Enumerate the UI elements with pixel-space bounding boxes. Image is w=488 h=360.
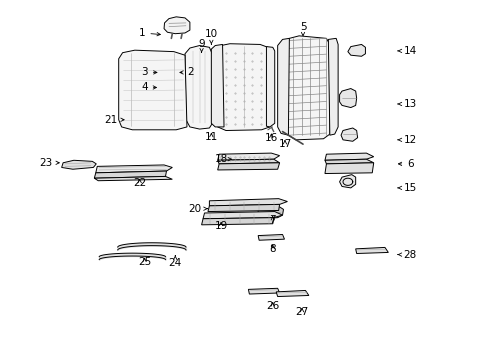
Polygon shape [258,234,284,240]
Text: 2: 2 [180,67,194,77]
Polygon shape [201,218,273,225]
Polygon shape [61,160,96,169]
Text: 18: 18 [214,154,231,164]
Text: 23: 23 [39,158,59,168]
Polygon shape [258,207,283,219]
Text: 15: 15 [397,183,416,193]
Text: 27: 27 [295,307,308,317]
Text: 12: 12 [397,135,416,145]
Text: 1: 1 [139,28,160,38]
Text: 8: 8 [269,244,276,254]
Text: 10: 10 [204,29,218,44]
Polygon shape [203,212,282,219]
Text: 14: 14 [397,46,416,56]
Text: 4: 4 [141,82,156,93]
Polygon shape [248,288,279,294]
Polygon shape [217,163,279,170]
Polygon shape [163,17,189,34]
Polygon shape [119,50,186,130]
Text: 5: 5 [299,22,305,36]
Polygon shape [340,128,357,141]
Text: 25: 25 [138,257,151,267]
Polygon shape [184,45,212,129]
Polygon shape [94,176,172,181]
Text: 11: 11 [204,132,218,142]
Text: 26: 26 [265,301,279,311]
Text: 24: 24 [168,255,182,268]
Polygon shape [216,44,269,131]
Polygon shape [325,153,373,160]
Polygon shape [217,159,279,164]
Text: 16: 16 [264,133,277,143]
Polygon shape [209,199,287,206]
Polygon shape [347,44,365,56]
Polygon shape [266,46,274,127]
Polygon shape [339,89,356,108]
Text: 21: 21 [103,115,124,125]
Text: 17: 17 [278,139,291,149]
Polygon shape [325,163,373,174]
Polygon shape [94,171,166,178]
Polygon shape [285,36,329,140]
Polygon shape [217,153,279,160]
Polygon shape [276,291,308,297]
Text: 20: 20 [188,204,207,214]
Text: 28: 28 [397,249,416,260]
Text: 6: 6 [398,159,413,169]
Text: 13: 13 [397,99,416,109]
Polygon shape [156,71,163,74]
Polygon shape [277,39,289,135]
Text: 22: 22 [133,178,146,188]
Polygon shape [325,159,373,164]
Polygon shape [207,204,279,212]
Polygon shape [328,39,337,135]
Text: 7: 7 [269,215,276,225]
Text: 3: 3 [141,67,157,77]
Polygon shape [355,247,387,253]
Polygon shape [165,69,184,74]
Text: 19: 19 [214,221,227,231]
Polygon shape [339,175,355,188]
Polygon shape [96,165,172,173]
Polygon shape [160,81,166,87]
Polygon shape [211,44,224,127]
Text: 9: 9 [198,40,204,52]
